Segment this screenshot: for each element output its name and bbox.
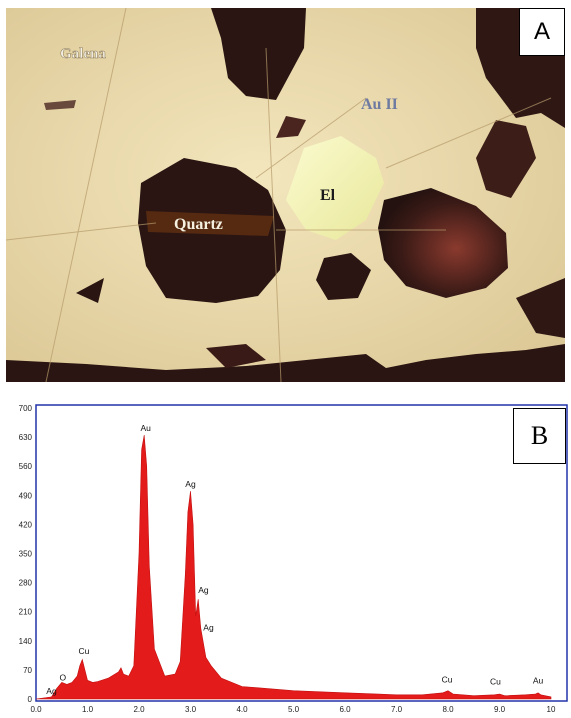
dark-grain [316, 253, 371, 300]
y-tick-label: 700 [19, 404, 33, 413]
el-label: El [320, 187, 336, 204]
eds-spectrum-panel: 0 70 140 210 280 350 420 490 560 630 700 0.0 1.0 2.0… [0, 396, 571, 718]
peak-label: Ag [203, 622, 214, 632]
x-tick-label: 7.0 [391, 705, 403, 714]
dark-grain [211, 8, 306, 100]
panel-b-letter: B [513, 408, 566, 464]
x-tick-label: 4.0 [236, 705, 248, 714]
x-tick-label: 2.0 [133, 705, 145, 714]
peak-label: Ag [46, 686, 57, 696]
peak-label: Au [140, 423, 151, 433]
peak-label: Ag [198, 585, 209, 595]
peak-label: Au [533, 676, 544, 686]
photomicrograph-panel: Galena Au II Quartz El A [6, 8, 565, 382]
x-tick-label: 1.0 [82, 705, 94, 714]
peak-label: Cu [78, 646, 89, 656]
plot-frame [35, 404, 568, 702]
x-tick-label: 3.0 [185, 705, 197, 714]
polish-scratches [6, 8, 552, 382]
spectrum-area [35, 434, 552, 700]
y-tick-label: 140 [19, 637, 33, 646]
dark-grain [378, 188, 508, 298]
quartz-highlight [146, 211, 274, 236]
x-tick-label: 0.0 [30, 705, 42, 714]
quartz-label: Quartz [174, 216, 223, 233]
y-tick-label: 210 [19, 608, 33, 617]
eds-spectrum-chart: 0 70 140 210 280 350 420 490 560 630 700 0.0 1.0 2.0… [19, 404, 568, 714]
electrum-grain [286, 136, 384, 240]
panel-a-letter: A [519, 8, 565, 56]
x-tick-label: 5.0 [288, 705, 300, 714]
y-tick-label: 490 [19, 491, 33, 500]
au-ii-label: Au II [361, 96, 398, 113]
dark-grain [76, 278, 104, 303]
dark-grain [206, 344, 266, 368]
y-tick-label: 70 [23, 666, 32, 675]
photomicrograph-image: Galena Au II Quartz El [6, 8, 565, 382]
dark-grain [6, 344, 565, 382]
y-tick-label: 630 [19, 433, 33, 442]
x-tick-label: 10 [547, 705, 556, 714]
y-tick-label: 280 [19, 579, 33, 588]
x-tick-label: 9.0 [494, 705, 506, 714]
y-tick-label: 0 [28, 695, 33, 704]
dark-grain [44, 100, 76, 110]
galena-label: Galena [60, 46, 106, 62]
y-tick-label: 560 [19, 462, 33, 471]
peak-label: Cu [442, 674, 453, 684]
peak-label: Ag [185, 479, 196, 489]
x-tick-label: 6.0 [339, 705, 351, 714]
x-tick-label: 8.0 [442, 705, 454, 714]
peak-label: Cu [490, 676, 501, 686]
peak-label: O [59, 672, 66, 682]
dark-grain [276, 116, 306, 138]
y-tick-label: 350 [19, 550, 33, 559]
dark-grain [476, 120, 536, 198]
y-tick-label: 420 [19, 520, 33, 529]
dark-grain [516, 278, 565, 338]
